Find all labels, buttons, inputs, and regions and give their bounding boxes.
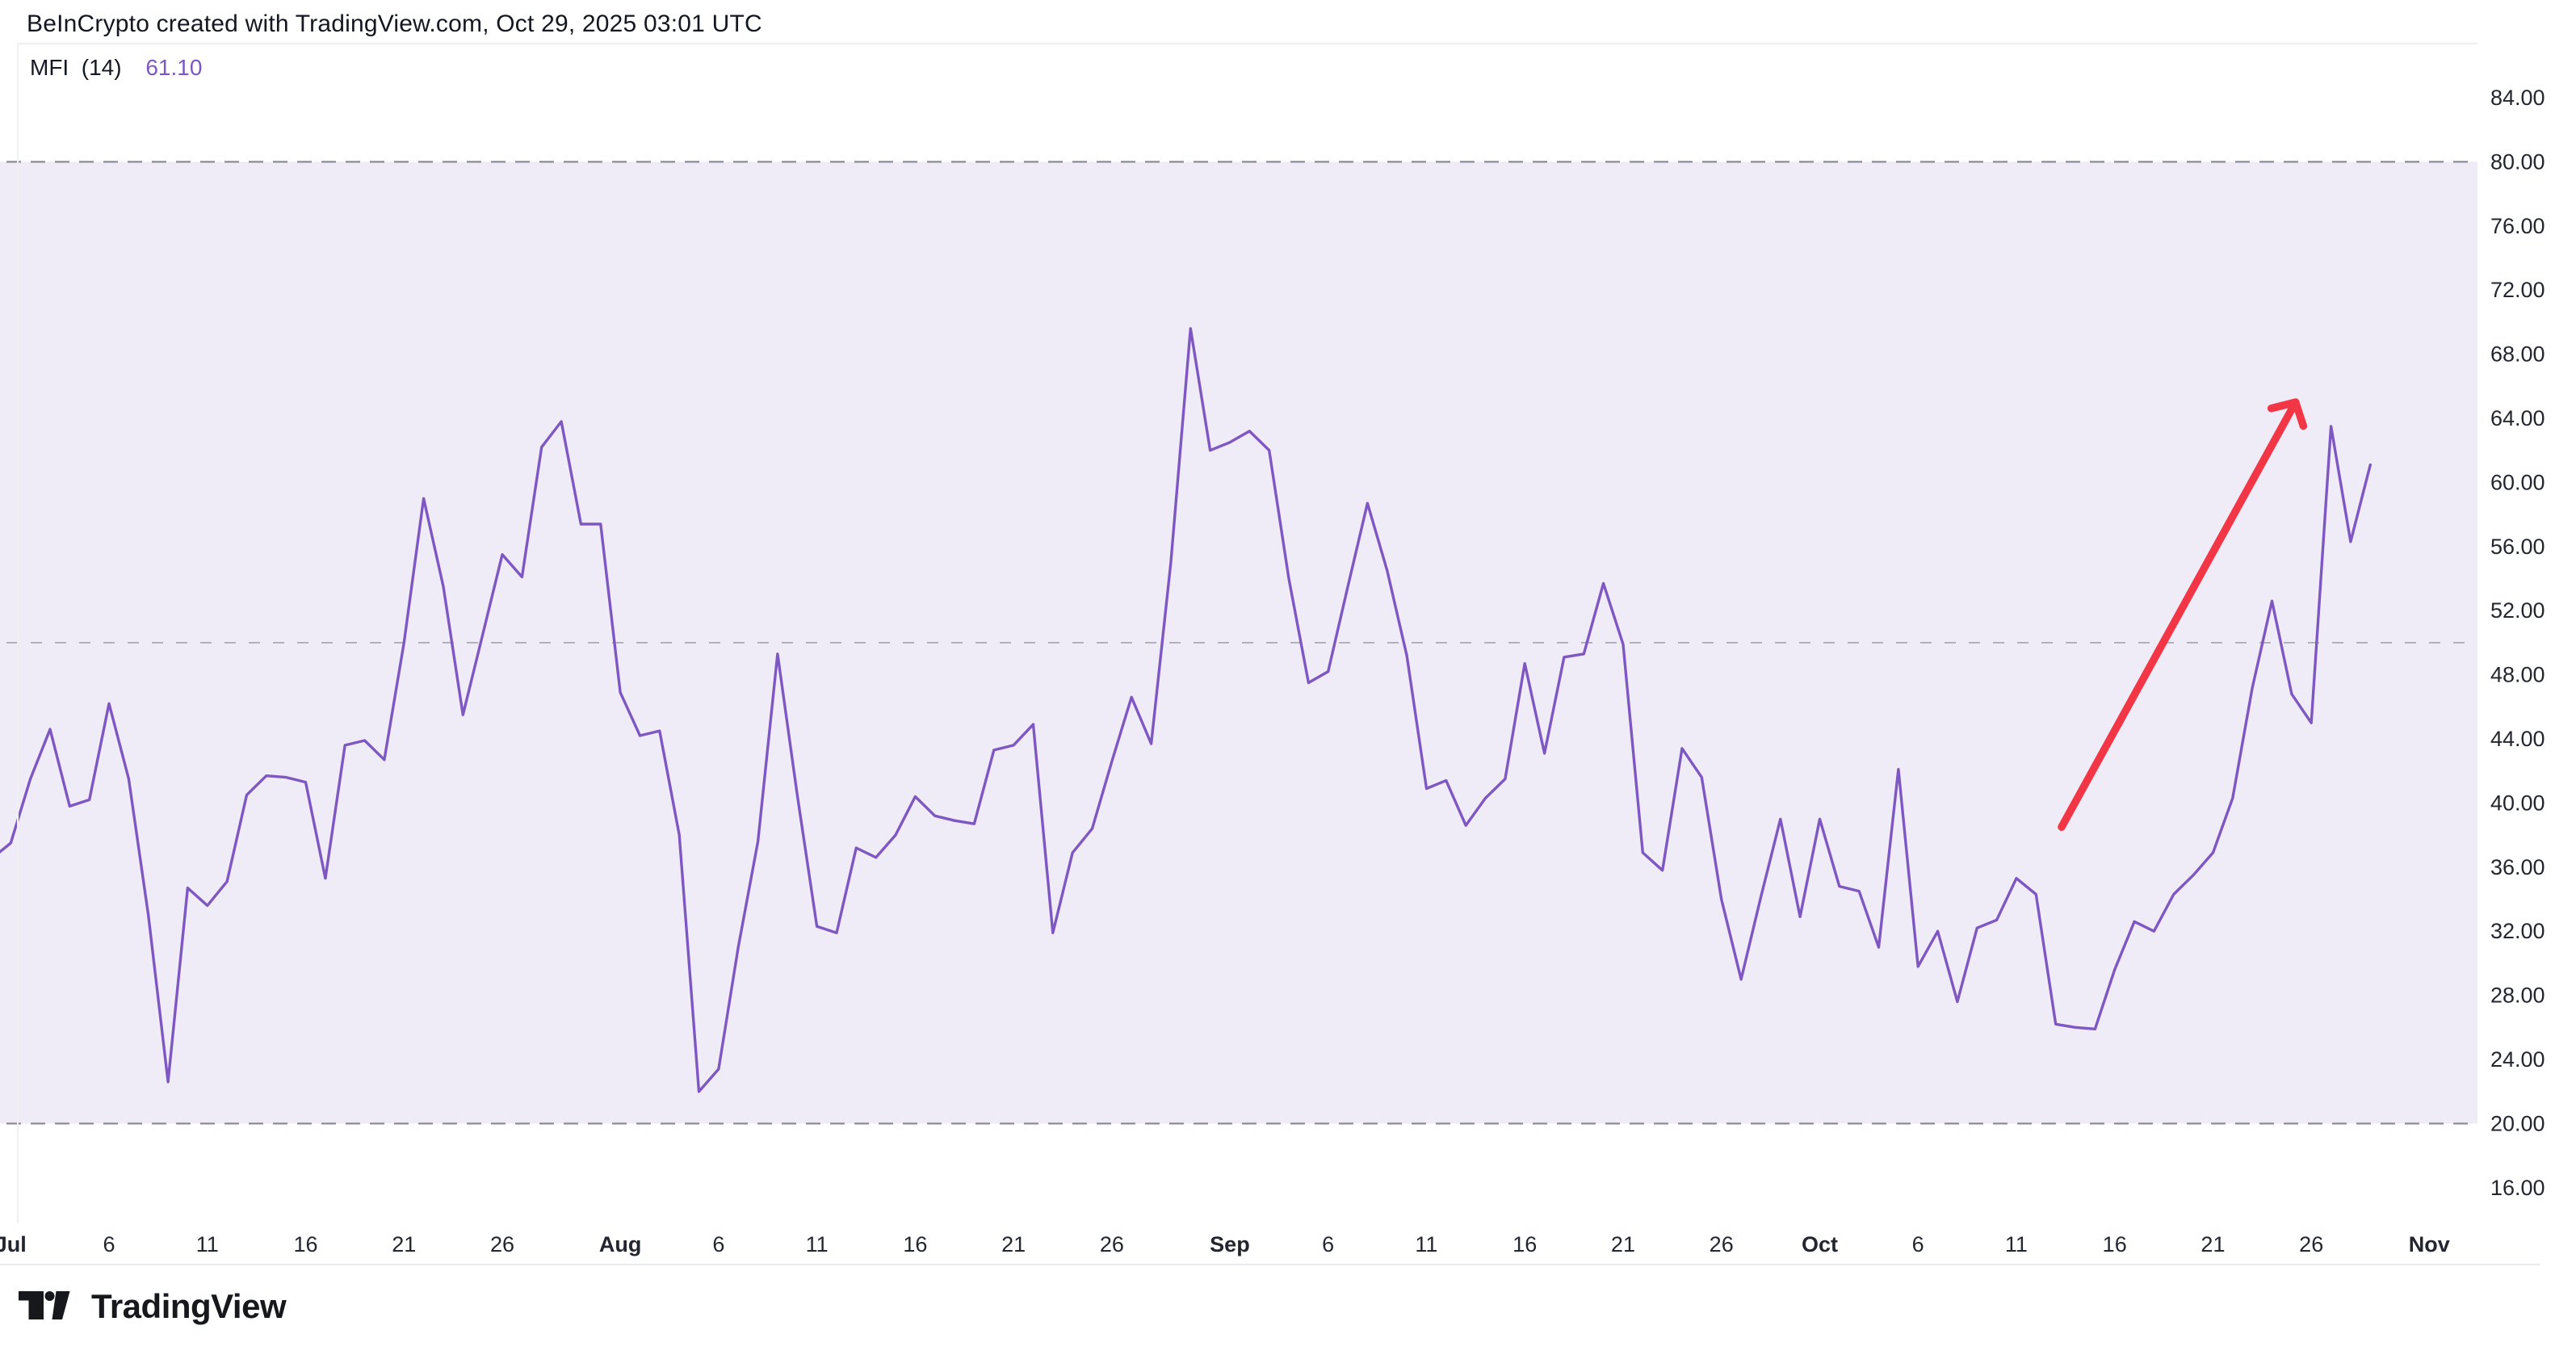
time-axis-label: 16 xyxy=(293,1232,317,1256)
tradingview-logo-text: TradingView xyxy=(91,1287,287,1325)
price-axis-label: 64.00 xyxy=(2490,406,2545,430)
price-axis-label: 76.00 xyxy=(2490,214,2545,238)
time-axis-separator xyxy=(0,1264,2540,1265)
tradingview-logo-icon xyxy=(19,1291,70,1319)
price-axis-label: 16.00 xyxy=(2490,1176,2545,1200)
time-axis-label: 11 xyxy=(806,1232,829,1256)
time-axis-label: 26 xyxy=(490,1232,514,1256)
price-axis-label: 60.00 xyxy=(2490,470,2545,494)
time-axis-label: 6 xyxy=(1912,1232,1924,1256)
time-axis-label: 6 xyxy=(712,1232,724,1256)
time-axis-label: Oct xyxy=(1802,1232,1838,1256)
time-axis-label: Nov xyxy=(2409,1232,2450,1256)
pane-top-border xyxy=(17,43,2477,44)
trend-arrow-shaft xyxy=(2058,398,2300,831)
indicator-legend: MFI (14) 61.10 xyxy=(30,55,202,81)
trend-arrow-barb-left xyxy=(2267,398,2300,413)
price-axis-label: 44.00 xyxy=(2490,727,2545,751)
pane-left-border xyxy=(17,43,19,1223)
time-axis-label: 6 xyxy=(1322,1232,1334,1256)
time-axis-label: 16 xyxy=(2103,1232,2127,1256)
price-axis-label: 52.00 xyxy=(2490,598,2545,623)
time-axis-label: 6 xyxy=(103,1232,115,1256)
price-axis-label: 20.00 xyxy=(2490,1111,2545,1135)
time-axis-label: 11 xyxy=(196,1232,219,1256)
price-axis-label: 48.00 xyxy=(2490,663,2545,687)
time-axis-label: 26 xyxy=(2299,1232,2323,1256)
price-axis-label: 28.00 xyxy=(2490,984,2545,1008)
price-axis-label: 80.00 xyxy=(2490,149,2545,174)
indicator-name: MFI xyxy=(30,55,69,80)
indicator-pane xyxy=(0,43,2576,1264)
time-axis-label: 11 xyxy=(1415,1232,1437,1256)
tradingview-logo: TradingView xyxy=(19,1287,287,1326)
price-axis-label: 72.00 xyxy=(2490,278,2545,302)
time-axis-label: 21 xyxy=(392,1232,416,1256)
time-axis-label: 21 xyxy=(1001,1232,1026,1256)
watermark-title: BeInCrypto created with TradingView.com,… xyxy=(27,10,762,37)
indicator-value: 61.10 xyxy=(145,55,203,80)
trend-arrow-barb-right xyxy=(2291,398,2308,430)
time-axis-label: 16 xyxy=(903,1232,927,1256)
price-axis-label: 32.00 xyxy=(2490,919,2545,943)
time-axis-label: 26 xyxy=(1100,1232,1124,1256)
overbought-oversold-band xyxy=(0,162,2477,1124)
time-axis-label: Sep xyxy=(1210,1232,1250,1256)
price-axis-label: 24.00 xyxy=(2490,1047,2545,1072)
time-axis-label: 11 xyxy=(2005,1232,2028,1256)
price-axis-label: 68.00 xyxy=(2490,342,2545,367)
price-axis-label: 40.00 xyxy=(2490,791,2545,815)
time-axis-label: 26 xyxy=(1710,1232,1734,1256)
time-axis-label: 21 xyxy=(2201,1232,2225,1256)
time-axis-label: Jul xyxy=(0,1232,27,1256)
price-axis-label: 84.00 xyxy=(2490,86,2545,110)
indicator-params: (14) xyxy=(81,55,122,80)
price-axis-label: 56.00 xyxy=(2490,535,2545,559)
mfi-line xyxy=(0,327,2373,1093)
price-axis-label: 36.00 xyxy=(2490,855,2545,879)
time-axis-label: Aug xyxy=(599,1232,641,1256)
time-axis-label: 21 xyxy=(1611,1232,1635,1256)
time-axis-label: 16 xyxy=(1512,1232,1537,1256)
